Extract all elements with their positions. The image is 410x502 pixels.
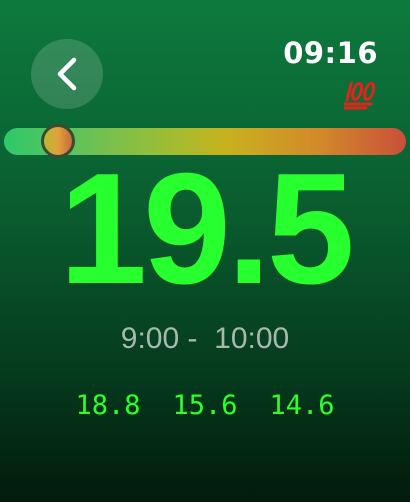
level-indicator-knob[interactable]: [40, 124, 75, 158]
hundred-points-icon: [344, 81, 376, 110]
clock: 09:16: [283, 36, 378, 70]
back-button[interactable]: [31, 39, 103, 109]
chevron-left-icon: [57, 57, 77, 91]
forecast-row: 18.8 15.6 14.6: [0, 390, 410, 421]
time-range: 9:00 - 10:00: [120, 322, 290, 355]
forecast-value-3: 14.6: [269, 390, 335, 421]
forecast-value-1: 18.8: [75, 390, 141, 421]
forecast-value-2: 15.6: [172, 390, 238, 421]
current-value: 19.5: [59, 141, 355, 317]
